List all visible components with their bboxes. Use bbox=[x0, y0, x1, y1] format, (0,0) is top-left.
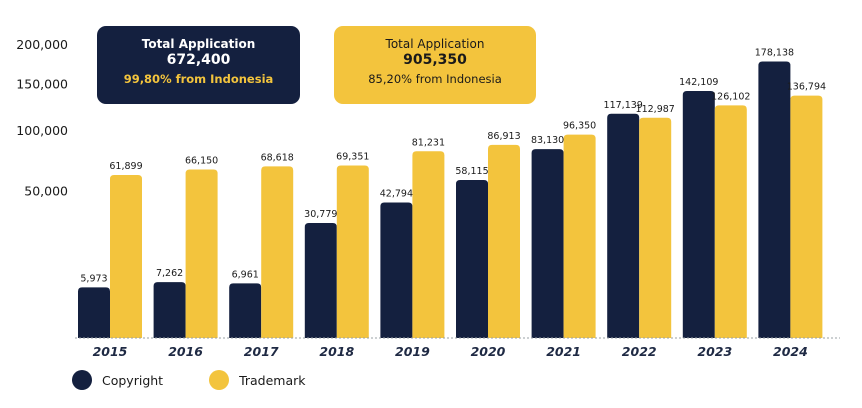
data-label-copyright-2015: 5,973 bbox=[80, 273, 107, 284]
data-label-trademark-2024: 136,794 bbox=[787, 82, 826, 93]
y-tick-label: 50,000 bbox=[24, 184, 68, 199]
copyright-summary-value: 672,400 bbox=[166, 52, 231, 68]
x-tick-label: 2017 bbox=[244, 344, 279, 359]
x-tick-label: 2023 bbox=[697, 344, 732, 359]
legend-label-trademark: Trademark bbox=[239, 372, 306, 388]
bar-copyright-2016 bbox=[153, 282, 186, 338]
legend-item-copyright: Copyright bbox=[72, 370, 163, 390]
y-tick-label: 100,000 bbox=[16, 123, 68, 138]
data-label-copyright-2021: 83,130 bbox=[531, 135, 564, 146]
y-axis-ticks: 50,000 100,000 150,000 200,000 bbox=[16, 37, 68, 199]
x-tick-label: 2015 bbox=[93, 344, 128, 359]
data-label-copyright-2017: 6,961 bbox=[232, 269, 259, 280]
data-label-copyright-2016: 7,262 bbox=[156, 268, 183, 279]
legend-swatch-trademark bbox=[209, 370, 230, 390]
legend-item-trademark: Trademark bbox=[209, 370, 306, 390]
bar-trademark-2021 bbox=[563, 134, 596, 338]
bar-trademark-2018 bbox=[336, 165, 369, 338]
bar-trademark-2015 bbox=[110, 174, 142, 338]
data-label-copyright-2020: 58,115 bbox=[455, 166, 488, 177]
bar-copyright-2019 bbox=[380, 202, 413, 338]
bar-trademark-2020 bbox=[488, 144, 520, 338]
copyright-summary-box: Total Application 672,400 99,80% from In… bbox=[97, 26, 300, 104]
x-axis-ticks: 2015 2016 2017 2018 2019 2020 2021 2022 2023 2024 bbox=[93, 344, 808, 359]
x-tick-label: 2018 bbox=[319, 344, 354, 359]
x-tick-label: 2016 bbox=[168, 344, 203, 359]
x-tick-label: 2024 bbox=[773, 344, 808, 359]
legend: Copyright Trademark bbox=[72, 370, 352, 390]
data-label-trademark-2017: 68,618 bbox=[261, 152, 294, 163]
bar-copyright-2024 bbox=[758, 61, 791, 338]
bar-copyright-2018 bbox=[304, 223, 337, 338]
data-label-trademark-2021: 96,350 bbox=[563, 121, 596, 132]
legend-label-copyright: Copyright bbox=[102, 372, 164, 388]
data-label-trademark-2022: 112,987 bbox=[636, 104, 675, 115]
bar-trademark-2019 bbox=[412, 151, 445, 338]
bar-copyright-2017 bbox=[229, 283, 262, 338]
trademark-summary-title: Total Application bbox=[385, 37, 485, 51]
data-label-trademark-2018: 69,351 bbox=[336, 151, 369, 162]
data-label-trademark-2019: 81,231 bbox=[412, 137, 445, 148]
bar-trademark-2017 bbox=[261, 166, 294, 338]
bar-copyright-2015 bbox=[78, 287, 110, 338]
trademark-summary-sub: 85,20% from Indonesia bbox=[368, 72, 502, 86]
data-label-trademark-2020: 86,913 bbox=[487, 131, 520, 142]
data-label-copyright-2023: 142,109 bbox=[679, 77, 718, 88]
x-tick-label: 2021 bbox=[546, 344, 581, 359]
bar-trademark-2016 bbox=[185, 169, 218, 338]
bar-trademark-2022 bbox=[639, 117, 672, 339]
bar-copyright-2021 bbox=[531, 149, 564, 338]
bars bbox=[78, 61, 823, 339]
x-tick-label: 2022 bbox=[622, 344, 657, 359]
y-tick-label: 200,000 bbox=[16, 37, 68, 52]
data-label-copyright-2019: 42,794 bbox=[380, 188, 413, 199]
y-tick-label: 150,000 bbox=[16, 76, 68, 91]
trademark-summary-box: Total Application 905,350 85,20% from In… bbox=[334, 26, 536, 104]
data-label-trademark-2023: 126,102 bbox=[711, 91, 750, 102]
bar-copyright-2022 bbox=[607, 113, 640, 338]
data-label-copyright-2018: 30,779 bbox=[304, 209, 337, 220]
x-tick-label: 2020 bbox=[471, 344, 506, 359]
x-tick-label: 2019 bbox=[395, 344, 430, 359]
copyright-summary-title: Total Application bbox=[141, 37, 256, 51]
data-label-copyright-2022: 117,139 bbox=[604, 100, 643, 111]
bar-trademark-2024 bbox=[790, 95, 823, 339]
data-label-trademark-2015: 61,899 bbox=[109, 161, 142, 172]
bar-trademark-2023 bbox=[714, 105, 747, 338]
copyright-summary-sub: 99,80% from Indonesia bbox=[123, 72, 274, 86]
trademark-summary-value: 905,350 bbox=[403, 52, 467, 68]
data-label-trademark-2016: 66,150 bbox=[185, 155, 218, 166]
data-labels: 5,973 61,899 7,262 66,150 6,961 68,618 30,779 6… bbox=[80, 47, 826, 284]
bar-copyright-2020 bbox=[456, 180, 488, 338]
legend-swatch-copyright bbox=[72, 370, 92, 390]
bar-copyright-2023 bbox=[682, 91, 715, 338]
data-label-copyright-2024: 178,138 bbox=[755, 47, 794, 58]
